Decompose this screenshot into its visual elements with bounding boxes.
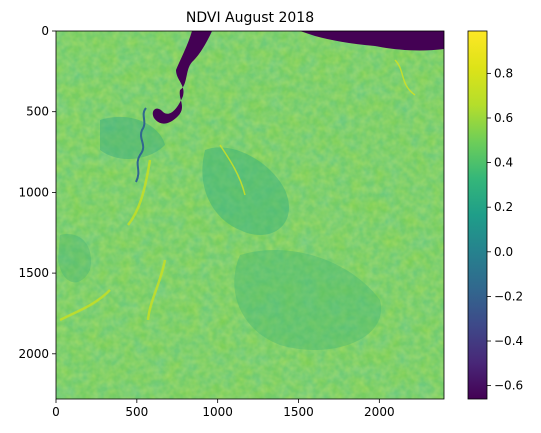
water-region <box>300 31 444 51</box>
axes-frame <box>55 30 445 400</box>
ndvi-image <box>56 31 444 399</box>
colorbar <box>467 30 488 400</box>
river-branch <box>135 107 147 183</box>
colorbar-tick-label: −0.4 <box>494 334 523 348</box>
bright-channel <box>219 59 416 196</box>
dark-vegetation-patch <box>202 147 289 236</box>
colorbar-tick-label: 0.4 <box>494 156 513 170</box>
colorbar-tick-label: −0.2 <box>494 289 523 303</box>
y-tick-label: 0 <box>41 24 49 38</box>
colorbar-tick-label: −0.6 <box>494 379 523 393</box>
x-tick-label: 1000 <box>202 405 233 419</box>
x-tick-label: 500 <box>125 405 148 419</box>
y-tick-label: 1000 <box>18 185 49 199</box>
chart-title: NDVI August 2018 <box>186 10 314 26</box>
x-tick-label: 1500 <box>283 405 314 419</box>
colorbar-tick-label: 0.8 <box>494 66 513 80</box>
x-tick-label: 2000 <box>364 405 395 419</box>
y-tick-label: 1500 <box>18 266 49 280</box>
colorbar-tick-label: 0.6 <box>494 111 513 125</box>
colorbar-axis: 0.8 0.6 0.4 0.2 0.0 −0.2 −0.4 −0.6 <box>487 66 523 393</box>
river-channel <box>152 31 212 124</box>
dark-vegetation-patch <box>234 250 382 350</box>
y-tick-label: 500 <box>26 105 49 119</box>
dark-vegetation-patch <box>100 116 165 160</box>
colorbar-tick-label: 0.0 <box>494 245 513 259</box>
x-axis: 0 500 1000 1500 2000 <box>52 399 395 419</box>
bright-channel <box>59 159 167 322</box>
dark-vegetation-patch <box>58 234 91 283</box>
x-tick-label: 0 <box>52 405 60 419</box>
y-tick-label: 2000 <box>18 347 49 361</box>
y-axis: 0 500 1000 1500 2000 <box>18 24 56 361</box>
colorbar-tick-label: 0.2 <box>494 200 513 214</box>
